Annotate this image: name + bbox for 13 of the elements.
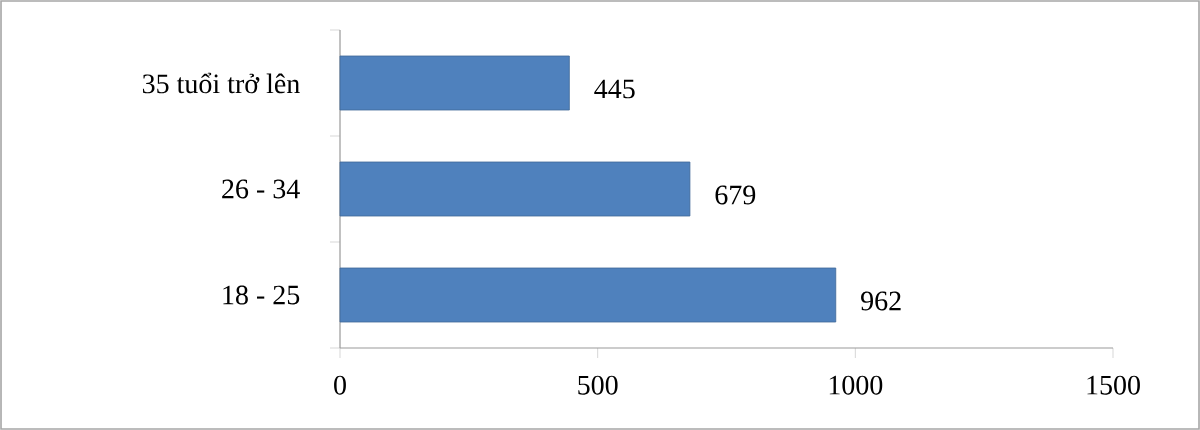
bar	[339, 161, 691, 217]
bar	[339, 267, 837, 323]
y-tick-label: 26 - 34	[222, 179, 300, 199]
data-label: 445	[594, 79, 635, 99]
data-label: 679	[715, 185, 756, 205]
data-label: 962	[861, 291, 901, 311]
y-tick-label: 35 tuổi trở lên	[142, 72, 300, 94]
x-tick-label: 500	[578, 375, 618, 395]
y-tick-label: 18 - 25	[223, 285, 300, 305]
x-tick-label: 0	[334, 375, 346, 395]
bar	[339, 55, 570, 111]
x-tick-label: 1500	[1087, 375, 1140, 395]
x-tick-label: 1000	[829, 375, 883, 395]
